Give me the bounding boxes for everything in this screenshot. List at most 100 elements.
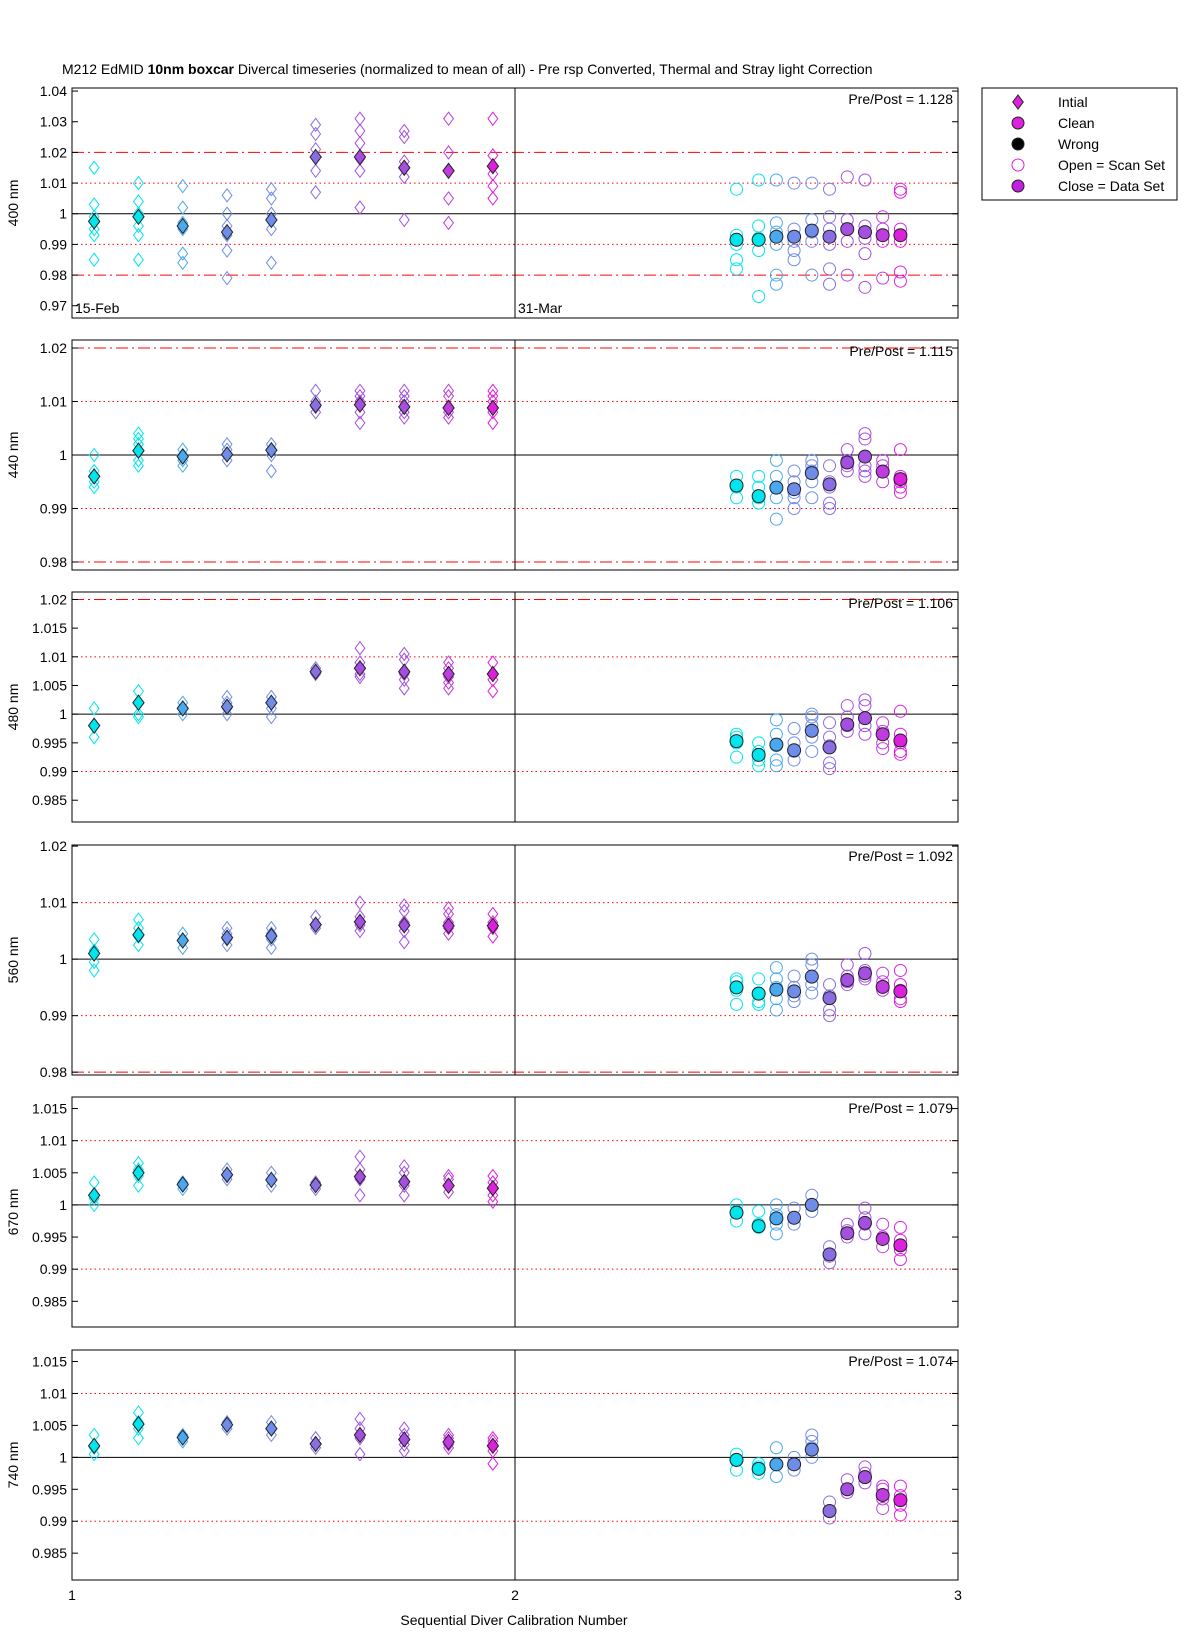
scan-diamond-marker <box>265 1427 277 1443</box>
y-tick-label: 1.02 <box>40 838 67 854</box>
scan-circle-marker <box>769 1198 783 1212</box>
scan-circle-marker <box>893 182 907 196</box>
data-circle-marker <box>857 711 872 726</box>
scan-circle-marker <box>823 1009 837 1023</box>
scan-diamond-marker <box>88 1446 100 1462</box>
scan-circle-marker <box>769 268 783 282</box>
data-diamond-marker <box>398 398 411 416</box>
legend-circle-marker <box>1011 179 1025 193</box>
panels-group: 0.97 0.98 0.99 1 1.01 1.02 1.03 1.04 400 nm Pre/P… <box>5 83 962 1603</box>
data-circle-marker <box>857 225 872 240</box>
x-tick-label: 1 <box>68 1587 76 1603</box>
data-diamond-marker <box>442 917 455 935</box>
data-circle-marker <box>787 482 802 497</box>
scan-diamond-marker <box>398 383 410 399</box>
y-tick-label: 0.99 <box>40 500 67 516</box>
data-diamond-marker <box>353 1168 367 1185</box>
scan-diamond-marker <box>487 683 499 699</box>
scan-diamond-marker <box>487 166 499 182</box>
scan-diamond-marker <box>398 410 410 425</box>
data-diamond-marker <box>486 1437 500 1455</box>
scan-diamond-marker <box>443 383 455 399</box>
data-diamond-marker <box>265 211 278 229</box>
y-tick-label: 1.02 <box>40 340 67 356</box>
scan-diamond-marker <box>354 135 366 151</box>
y-tick-label: 1.01 <box>40 394 67 410</box>
data-diamond-marker <box>309 396 322 414</box>
data-circle-marker <box>875 228 890 243</box>
y-tick-label: 0.995 <box>32 735 67 751</box>
data-circle-marker <box>822 740 837 755</box>
scan-circle-marker <box>876 742 890 756</box>
scan-diamond-marker <box>177 458 189 474</box>
data-diamond-marker <box>220 698 234 716</box>
data-circle-marker <box>751 986 766 1001</box>
data-diamond-marker <box>398 1431 411 1448</box>
scan-circle-marker <box>769 713 783 727</box>
panel-670-nm: 0.985 0.99 0.995 1 1.005 1.01 1.015 670 nm Pre/P… <box>5 1096 959 1328</box>
legend-label: Close = Data Set <box>1058 178 1164 194</box>
data-diamond-marker <box>176 1429 189 1446</box>
scan-circle-marker <box>752 219 766 233</box>
y-tick-label: 1.04 <box>40 83 67 99</box>
scan-circle-marker <box>840 268 854 282</box>
y-tick-label: 0.995 <box>32 1229 67 1245</box>
data-circle-marker <box>893 1238 908 1253</box>
scan-diamond-marker <box>398 898 410 913</box>
data-diamond-marker <box>442 1433 455 1451</box>
scan-diamond-marker <box>443 410 455 425</box>
data-diamond-marker <box>132 208 145 226</box>
scan-circle-marker <box>787 176 801 190</box>
scan-circle-marker <box>769 277 783 291</box>
y-axis-label: 670 nm <box>5 1189 21 1236</box>
data-circle-marker <box>857 1215 872 1230</box>
data-circle-marker <box>751 1461 766 1476</box>
scan-circle-marker <box>730 253 743 267</box>
data-diamond-marker <box>132 926 145 944</box>
scan-diamond-marker <box>132 458 144 474</box>
scan-diamond-marker <box>177 178 189 194</box>
scan-circle-marker <box>823 459 837 473</box>
data-circle-marker <box>769 737 784 752</box>
scan-circle-marker <box>769 759 783 773</box>
scan-circle-marker <box>893 704 907 718</box>
data-diamond-marker <box>353 148 367 166</box>
scan-circle-marker <box>787 253 801 267</box>
scan-circle-marker <box>805 710 819 724</box>
data-circle-marker <box>769 229 784 244</box>
y-tick-label: 0.985 <box>32 792 67 808</box>
data-diamond-marker <box>87 945 101 962</box>
pre-post-ratio-label: Pre/Post = 1.079 <box>848 1100 953 1116</box>
data-diamond-marker <box>176 217 189 235</box>
data-diamond-marker <box>309 148 322 166</box>
data-circle-marker <box>769 1457 784 1472</box>
scan-diamond-marker <box>354 1149 366 1165</box>
scan-diamond-marker <box>398 1187 410 1203</box>
y-axis-label: 440 nm <box>5 432 21 479</box>
scan-diamond-marker <box>443 900 455 916</box>
y-axis-label: 740 nm <box>5 1442 21 1489</box>
data-circle-marker <box>822 1504 837 1518</box>
y-tick-label: 1 <box>59 447 67 463</box>
scan-circle-marker <box>752 469 766 483</box>
data-diamond-marker <box>176 1176 189 1193</box>
scan-diamond-marker <box>354 111 366 127</box>
scan-diamond-marker <box>88 954 100 970</box>
scan-circle-marker <box>823 262 837 276</box>
scan-diamond-marker <box>132 194 144 209</box>
scan-diamond-marker <box>354 163 366 179</box>
scan-circle-marker <box>823 277 837 291</box>
legend-circle-marker <box>1011 158 1025 172</box>
scan-diamond-marker <box>443 191 455 206</box>
y-tick-label: 1.03 <box>40 114 67 130</box>
data-diamond-marker <box>220 1166 234 1184</box>
y-tick-label: 0.99 <box>40 1261 67 1277</box>
y-tick-label: 1 <box>59 1197 67 1213</box>
data-circle-marker <box>751 489 766 504</box>
scan-circle-marker <box>823 496 837 510</box>
scan-circle-marker <box>840 170 854 184</box>
legend-circle-marker <box>1011 137 1025 151</box>
scan-circle-marker <box>876 1501 890 1515</box>
scan-diamond-marker <box>221 187 233 203</box>
scan-diamond-marker <box>398 212 410 228</box>
